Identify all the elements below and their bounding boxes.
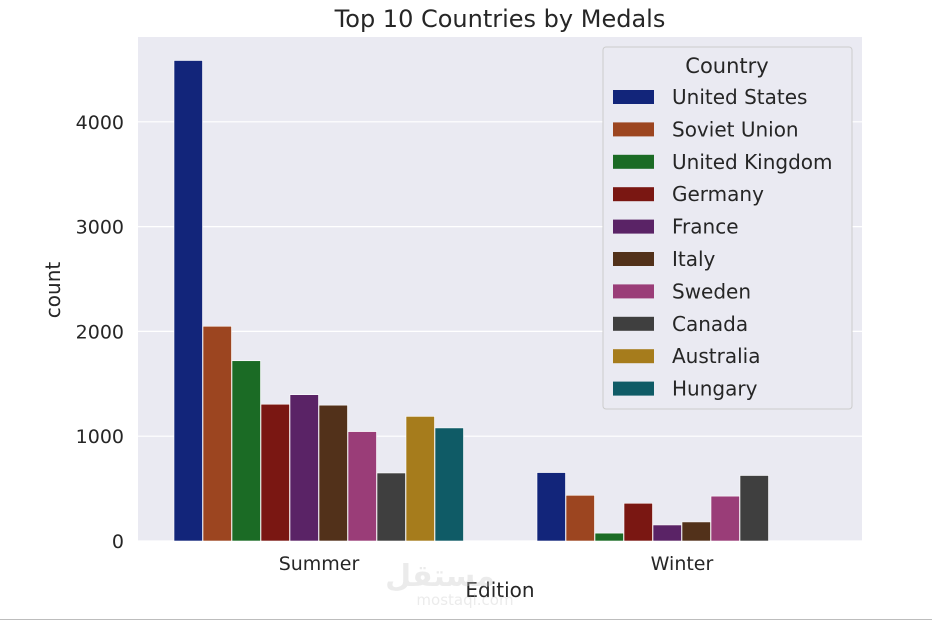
bar xyxy=(318,404,348,542)
bar xyxy=(231,360,261,542)
watermark-latin: mostaql.com xyxy=(416,591,513,609)
bar xyxy=(681,521,711,542)
bar xyxy=(739,475,769,542)
y-tick-label: 3000 xyxy=(76,217,124,239)
legend-label: United Kingdom xyxy=(672,150,833,174)
legend-label: Hungary xyxy=(672,377,758,401)
legend-label: Sweden xyxy=(672,279,751,303)
bar xyxy=(376,472,406,542)
y-axis-label: count xyxy=(41,262,65,319)
legend-swatch xyxy=(613,316,654,331)
legend-swatch xyxy=(613,187,654,202)
bar xyxy=(623,502,653,542)
bars xyxy=(173,60,769,542)
bar xyxy=(594,532,624,542)
legend-swatch xyxy=(613,349,654,364)
x-axis-ticks: Summer Winter xyxy=(279,553,714,575)
legend-label: Australia xyxy=(672,344,760,368)
bar xyxy=(434,427,464,542)
legend-swatch xyxy=(613,381,654,396)
x-tick-label: Summer xyxy=(279,553,360,575)
bar xyxy=(347,431,377,542)
bar xyxy=(710,495,740,542)
bar xyxy=(202,325,232,542)
legend-box xyxy=(602,46,853,410)
y-tick-label: 0 xyxy=(112,531,124,553)
legend-label: Italy xyxy=(672,247,716,271)
legend-swatch xyxy=(613,252,654,266)
legend-swatch xyxy=(613,154,654,169)
bar xyxy=(173,60,203,542)
legend-label: France xyxy=(672,215,739,239)
legend-label: United States xyxy=(672,85,807,109)
bar xyxy=(565,495,595,542)
bar xyxy=(260,403,290,542)
x-tick-label: Winter xyxy=(651,553,714,575)
legend-items: United States Soviet Union United Kingdom G… xyxy=(613,85,833,401)
bar xyxy=(536,472,566,542)
legend-swatch xyxy=(613,284,654,299)
bottom-divider xyxy=(0,619,932,620)
legend-swatch xyxy=(613,122,654,137)
y-tick-label: 1000 xyxy=(76,426,124,448)
legend-label: Canada xyxy=(672,312,748,336)
legend-swatch xyxy=(613,219,654,234)
y-tick-label: 2000 xyxy=(76,321,124,343)
legend-swatch xyxy=(613,90,654,104)
legend-label: Germany xyxy=(672,182,764,206)
legend-label: Soviet Union xyxy=(672,117,799,141)
y-tick-label: 4000 xyxy=(76,112,124,134)
watermark: مستقل mostaql.com xyxy=(385,559,513,609)
bar xyxy=(289,394,319,542)
bar xyxy=(652,524,682,542)
legend-title: Country xyxy=(685,54,768,78)
chart-title: Top 10 Countries by Medals xyxy=(334,5,666,33)
watermark-arabic: مستقل xyxy=(385,559,495,594)
y-axis-ticks: 0 1000 2000 3000 4000 xyxy=(76,112,124,553)
bar xyxy=(405,416,435,542)
x-axis-label: Edition xyxy=(465,578,534,602)
